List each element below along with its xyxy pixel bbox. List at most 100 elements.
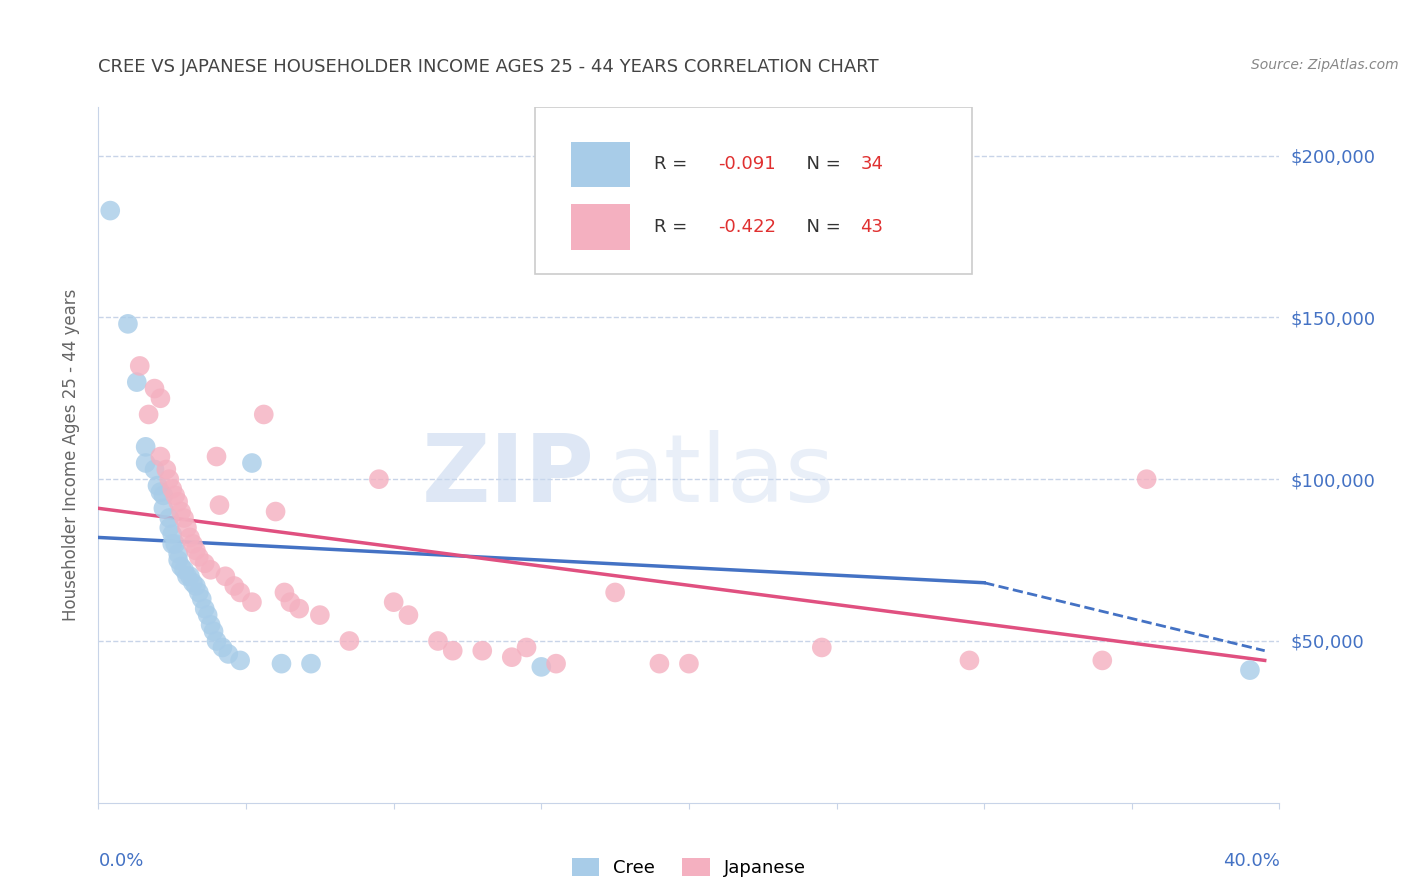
Point [152, 488, 174, 502]
Point [299, 657, 322, 671]
Point [205, 450, 228, 464]
Point [162, 537, 183, 551]
Point [135, 456, 157, 470]
Point [530, 660, 553, 674]
Point [605, 585, 627, 599]
Text: Source: ZipAtlas.com: Source: ZipAtlas.com [1251, 58, 1399, 72]
Point [208, 498, 231, 512]
Point [167, 547, 190, 561]
Point [157, 511, 180, 525]
Point [678, 657, 700, 671]
Point [1091, 653, 1114, 667]
Point [264, 504, 287, 518]
Text: 43: 43 [860, 218, 883, 235]
Point [471, 643, 494, 657]
Text: -0.091: -0.091 [718, 155, 776, 173]
Point [197, 608, 219, 623]
Point [240, 456, 263, 470]
Point [149, 450, 172, 464]
Point [288, 601, 311, 615]
Point [167, 553, 190, 567]
Point [1135, 472, 1157, 486]
Point [200, 617, 222, 632]
Text: CREE VS JAPANESE HOUSEHOLDER INCOME AGES 25 - 44 YEARS CORRELATION CHART: CREE VS JAPANESE HOUSEHOLDER INCOME AGES… [98, 58, 879, 76]
Text: atlas: atlas [606, 430, 835, 522]
Text: ZIP: ZIP [422, 430, 595, 522]
Point [1239, 663, 1261, 677]
Point [515, 640, 537, 655]
Point [184, 543, 207, 558]
Point [194, 601, 217, 615]
Point [441, 643, 464, 657]
Point [205, 634, 228, 648]
Point [396, 608, 419, 623]
Point [194, 557, 217, 571]
Y-axis label: Householder Income Ages 25 - 44 years: Householder Income Ages 25 - 44 years [62, 289, 80, 621]
Point [211, 640, 233, 655]
Point [229, 653, 252, 667]
Point [240, 595, 263, 609]
Point [648, 657, 671, 671]
Text: N =: N = [796, 218, 846, 235]
Point [98, 203, 121, 218]
Point [162, 482, 183, 496]
Point [173, 563, 195, 577]
Point [170, 504, 193, 518]
Point [181, 537, 204, 551]
Point [224, 579, 246, 593]
FancyBboxPatch shape [536, 107, 973, 274]
Point [187, 549, 209, 564]
Point [382, 595, 405, 609]
Point [179, 531, 201, 545]
Point [165, 488, 187, 502]
Point [170, 559, 193, 574]
Point [214, 569, 236, 583]
Text: R =: R = [654, 155, 693, 173]
Point [309, 608, 332, 623]
Point [368, 472, 391, 486]
Point [149, 392, 172, 406]
Point [162, 527, 183, 541]
Point [184, 579, 207, 593]
Point [125, 375, 148, 389]
Point [202, 624, 225, 639]
Point [157, 472, 180, 486]
Point [187, 585, 209, 599]
Point [167, 495, 190, 509]
Point [273, 585, 295, 599]
Point [217, 647, 239, 661]
Point [152, 501, 174, 516]
Point [270, 657, 292, 671]
Point [810, 640, 832, 655]
Point [176, 521, 198, 535]
Point [339, 634, 360, 648]
Text: N =: N = [796, 155, 846, 173]
Point [128, 359, 150, 373]
Point [155, 462, 177, 476]
Point [278, 595, 302, 609]
Point [149, 485, 172, 500]
Point [143, 462, 166, 476]
Point [165, 537, 187, 551]
Point [501, 650, 523, 665]
Point [179, 569, 201, 583]
Point [229, 585, 252, 599]
Text: R =: R = [654, 218, 693, 235]
Text: 0.0%: 0.0% [98, 852, 143, 870]
FancyBboxPatch shape [571, 142, 630, 187]
Point [138, 408, 160, 422]
FancyBboxPatch shape [571, 204, 630, 250]
Point [117, 317, 139, 331]
Text: 34: 34 [860, 155, 883, 173]
Point [143, 382, 166, 396]
Point [176, 569, 198, 583]
Text: -0.422: -0.422 [718, 218, 776, 235]
Point [191, 591, 214, 606]
Point [253, 408, 276, 422]
Point [546, 657, 568, 671]
Point [146, 478, 169, 492]
Point [427, 634, 450, 648]
Point [181, 575, 204, 590]
Point [200, 563, 222, 577]
Point [173, 511, 195, 525]
